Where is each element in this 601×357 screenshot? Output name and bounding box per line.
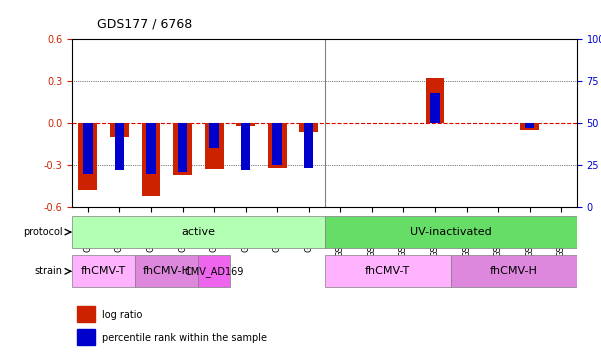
Bar <box>178 123 188 172</box>
Bar <box>426 79 444 123</box>
Text: GDS177 / 6768: GDS177 / 6768 <box>97 17 192 31</box>
Text: active: active <box>182 227 215 237</box>
Bar <box>78 123 97 190</box>
Text: fhCMV-H: fhCMV-H <box>143 266 191 276</box>
Text: log ratio: log ratio <box>102 310 143 320</box>
Text: fhCMV-T: fhCMV-T <box>365 266 410 276</box>
Bar <box>304 123 314 169</box>
Bar <box>173 123 192 175</box>
FancyBboxPatch shape <box>325 216 577 248</box>
Text: protocol: protocol <box>23 227 63 237</box>
Text: fhCMV-T: fhCMV-T <box>81 266 126 276</box>
Bar <box>520 123 539 130</box>
FancyBboxPatch shape <box>325 255 451 287</box>
Bar <box>77 306 95 322</box>
Bar <box>272 123 282 165</box>
Bar <box>115 123 124 170</box>
Text: CMV_AD169: CMV_AD169 <box>185 266 244 277</box>
FancyBboxPatch shape <box>198 255 230 287</box>
Bar <box>209 123 219 149</box>
Bar <box>241 123 251 170</box>
Bar <box>204 123 224 169</box>
Bar <box>268 123 287 168</box>
Text: strain: strain <box>35 266 63 276</box>
FancyBboxPatch shape <box>135 255 198 287</box>
FancyBboxPatch shape <box>72 216 325 248</box>
Bar <box>83 123 93 174</box>
Text: percentile rank within the sample: percentile rank within the sample <box>102 333 267 343</box>
Bar <box>77 329 95 345</box>
FancyBboxPatch shape <box>72 255 135 287</box>
Bar <box>236 123 255 126</box>
Text: UV-inactivated: UV-inactivated <box>410 227 492 237</box>
Bar <box>141 123 160 196</box>
Text: fhCMV-H: fhCMV-H <box>490 266 538 276</box>
Bar <box>146 123 156 174</box>
Bar <box>430 93 440 123</box>
Bar <box>525 123 534 128</box>
FancyBboxPatch shape <box>451 255 577 287</box>
Bar <box>110 123 129 137</box>
Bar <box>299 123 318 132</box>
